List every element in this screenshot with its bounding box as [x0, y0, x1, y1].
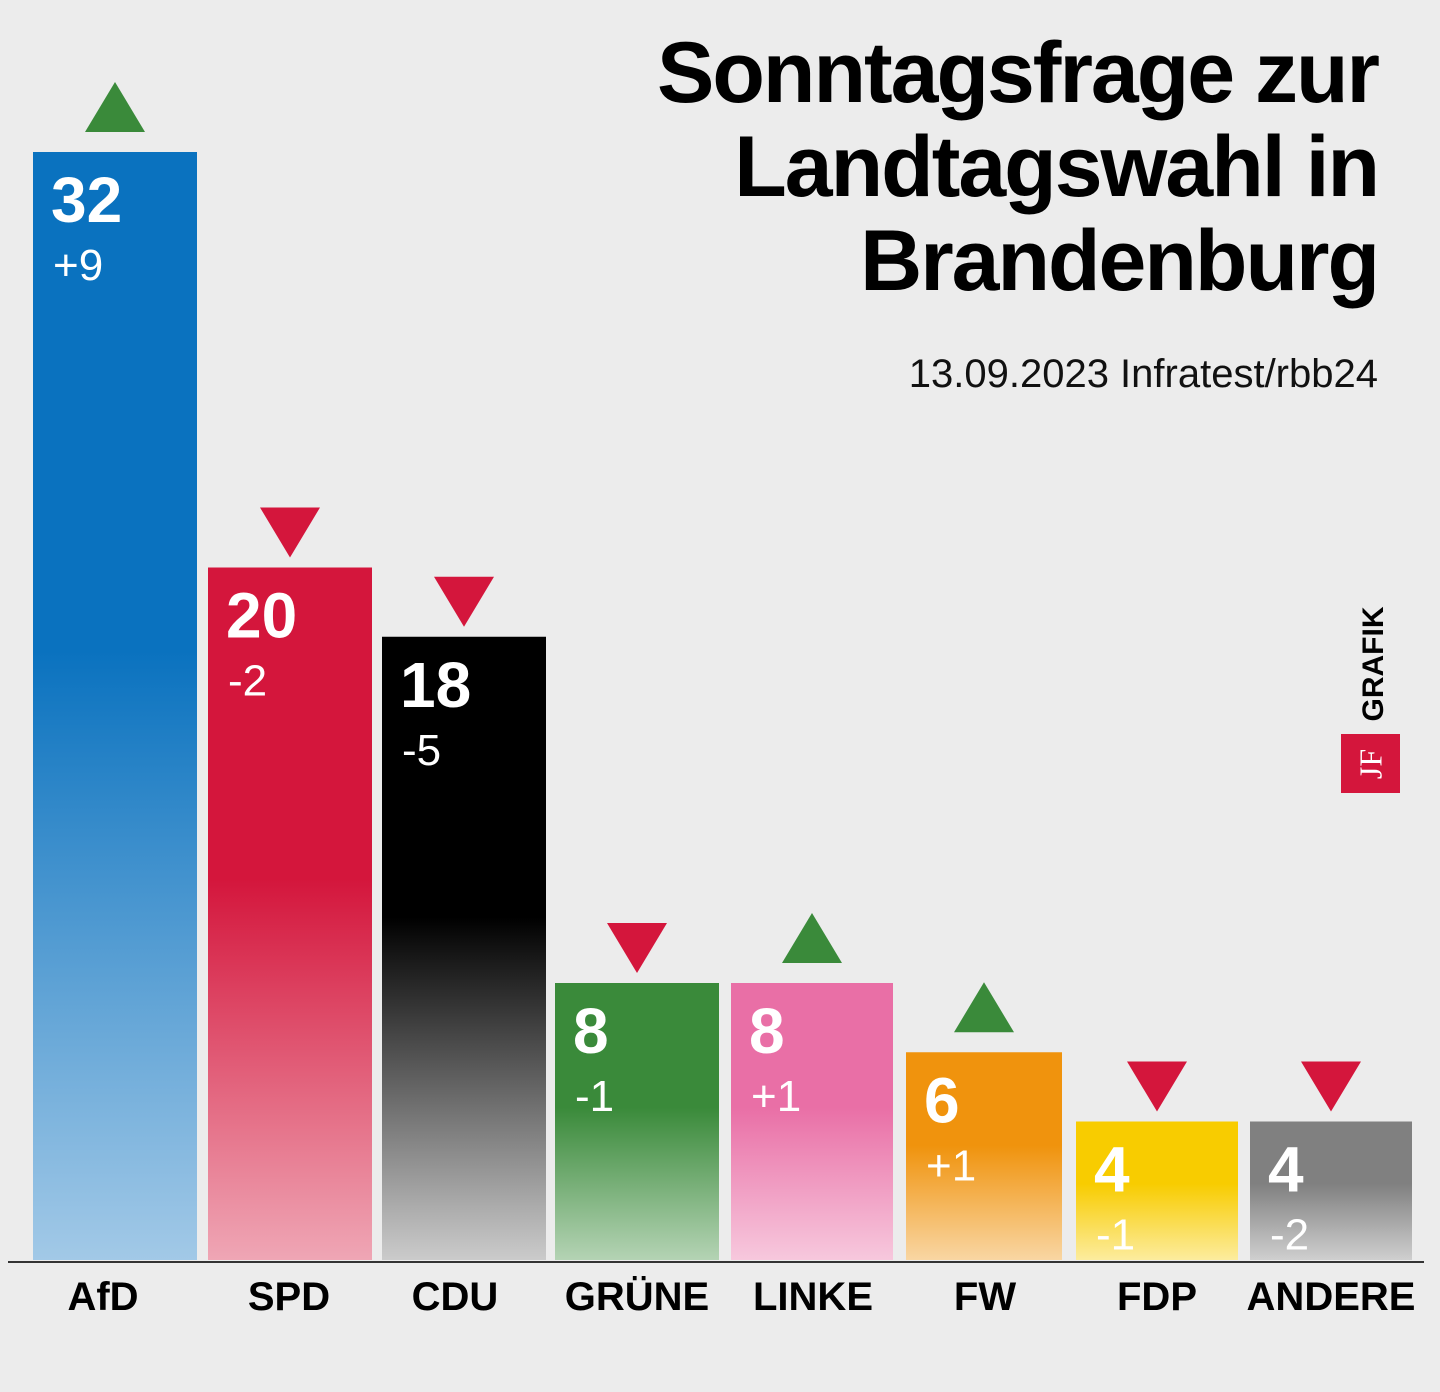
value-label: 18: [400, 649, 471, 721]
title-line-2: Landtagswahl in: [734, 119, 1380, 215]
value-label: 4: [1268, 1134, 1304, 1206]
title-line-1: Sonntagsfrage zur: [657, 25, 1380, 121]
category-label: FDP: [1117, 1275, 1197, 1319]
source-date-label: 13.09.2023 Infratest/rbb24: [908, 352, 1378, 396]
bar-6: [1076, 1121, 1238, 1260]
bar-0: [33, 152, 197, 1260]
category-label: CDU: [412, 1275, 499, 1319]
change-label: -1: [575, 1072, 614, 1121]
category-label: FW: [954, 1275, 1016, 1319]
trend-up-icon: [954, 982, 1014, 1033]
title-line-3: Brandenburg: [860, 213, 1380, 309]
category-label: LINKE: [753, 1275, 873, 1319]
bar-7: [1250, 1121, 1412, 1260]
chart-title: Sonntagsfrage zur Landtagswahl in Brande…: [657, 25, 1380, 309]
trend-down-icon: [434, 576, 494, 627]
value-label: 32: [51, 164, 122, 236]
bar-3: [555, 983, 719, 1260]
category-label: SPD: [248, 1275, 330, 1319]
change-label: +1: [751, 1072, 801, 1121]
category-label: GRÜNE: [565, 1274, 709, 1319]
jf-logo: JF: [1341, 734, 1400, 793]
bar-2: [382, 636, 546, 1260]
bar-1: [208, 567, 372, 1260]
change-label: -5: [402, 726, 441, 775]
trend-down-icon: [260, 507, 320, 558]
trend-down-icon: [607, 923, 667, 973]
trend-down-icon: [1301, 1061, 1361, 1112]
value-label: 4: [1094, 1134, 1130, 1206]
trend-down-icon: [1127, 1061, 1187, 1112]
value-label: 6: [924, 1064, 960, 1136]
bar-4: [731, 983, 893, 1260]
bar-5: [906, 1052, 1062, 1260]
value-label: 8: [573, 995, 609, 1067]
trend-up-icon: [782, 913, 842, 963]
change-label: -2: [1270, 1211, 1309, 1260]
change-label: -1: [1096, 1211, 1135, 1260]
change-label: +9: [53, 241, 103, 290]
change-label: -2: [228, 657, 267, 706]
value-label: 8: [749, 995, 785, 1067]
value-label: 20: [226, 580, 297, 652]
category-label: ANDERE: [1247, 1275, 1416, 1319]
category-label: AfD: [67, 1275, 138, 1319]
change-label: +1: [926, 1141, 976, 1190]
trend-up-icon: [85, 82, 145, 132]
